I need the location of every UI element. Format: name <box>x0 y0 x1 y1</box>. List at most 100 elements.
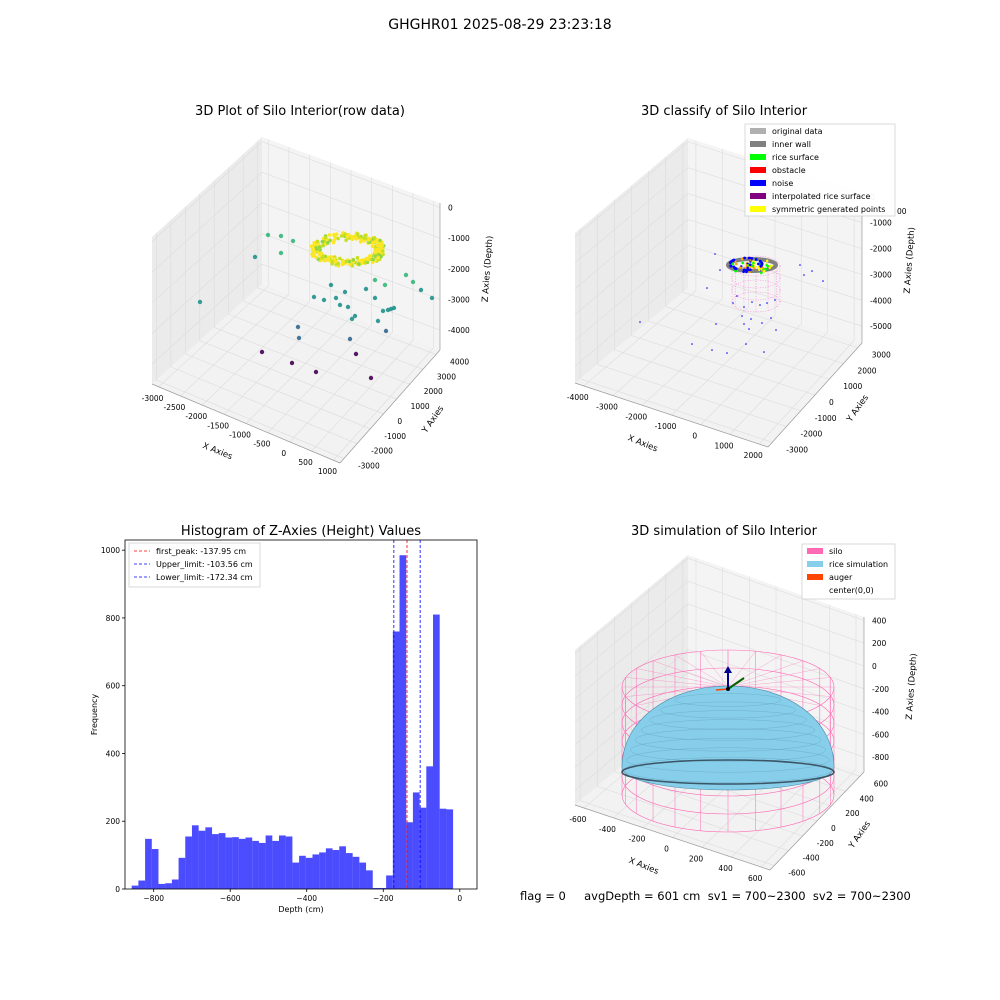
plot1-point <box>328 282 334 288</box>
plot2-surface-point <box>764 267 767 271</box>
plot2-z-tick-label: -2000 <box>870 245 892 254</box>
plot4-title: 3D simulation of Silo Interior <box>631 524 817 539</box>
plot4-x-tick-label: -400 <box>599 825 616 834</box>
histogram-bar <box>238 838 246 889</box>
plot2-z-tick-label: -5000 <box>870 322 892 331</box>
plot2-surface-point <box>734 262 738 266</box>
histogram-bar <box>433 614 440 889</box>
plot2-noise-point <box>745 343 747 345</box>
plot1-point <box>381 249 385 253</box>
plot2-noise-point <box>743 306 745 308</box>
histogram-bar <box>232 837 239 889</box>
plot1-point <box>355 255 360 260</box>
plot2-y-tick-label: 3000 <box>872 351 891 360</box>
plot2-grid-y <box>580 378 773 443</box>
plot4-legend-swatch <box>807 548 823 554</box>
plot1-point <box>311 248 316 252</box>
plot1-point <box>320 244 325 248</box>
plot4-legend-swatch <box>807 561 823 567</box>
plot2-y-tick-label: 1000 <box>843 382 862 391</box>
histogram-y-tick-label: 0 <box>115 885 120 894</box>
plot1-grid-z <box>151 171 441 273</box>
plot1-point <box>352 313 358 319</box>
plot4-rice-mesh <box>641 719 815 741</box>
plot2-surface-point <box>748 265 752 268</box>
plot1-y-tick-label: 2000 <box>424 387 443 396</box>
plot4-y-tick-label: 0 <box>831 824 836 833</box>
plot4-grid-y <box>597 786 789 851</box>
plot4-z-tick-label: 400 <box>872 616 887 625</box>
plot1-point <box>383 328 389 334</box>
plot1-point <box>296 335 302 341</box>
plot2-interp-ring <box>731 279 781 301</box>
plot1-point <box>418 287 424 293</box>
plot4-center-y-arrow <box>727 677 745 690</box>
plot1-x-axis-label: X Axies <box>201 441 234 462</box>
histogram-bar <box>171 879 179 889</box>
plot2-surface-point <box>748 263 752 267</box>
plot2-title: 3D classify of Silo Interior <box>640 104 808 119</box>
plot2-y-tick-label: 0 <box>829 398 834 407</box>
plot2-noise-point <box>760 262 764 265</box>
plot1-point <box>391 305 397 311</box>
plot4-y-tick-label: 600 <box>874 779 889 788</box>
plot1-point <box>375 318 381 324</box>
plot2-noise-point <box>706 287 708 289</box>
plot1-point <box>368 375 374 381</box>
plot1-point <box>380 308 386 314</box>
plot1-point <box>327 233 332 237</box>
plot1-point <box>372 295 378 301</box>
plot2-y-axis-line <box>767 342 863 448</box>
plot1-point <box>290 238 296 244</box>
plot2-noise-point <box>811 270 813 272</box>
plot1-point <box>344 238 348 242</box>
histogram-bar <box>339 846 346 889</box>
histogram-bar <box>366 870 373 889</box>
plot2-noise-point <box>726 352 728 354</box>
plot1-grid-y <box>257 287 437 355</box>
plot2-noise-point <box>747 256 751 260</box>
plot2-legend-box <box>744 123 896 217</box>
plot4-grid-z <box>574 626 865 723</box>
plot1-point <box>355 232 360 236</box>
plot4-y-tick-label: -400 <box>803 854 820 863</box>
histogram-legend-label: Lower_limit: -172.34 cm <box>156 573 253 582</box>
plot1-y-tick-label: 1000 <box>411 402 430 411</box>
plot4-legend-swatch <box>807 574 823 580</box>
plot4-rice-mesh <box>634 728 822 752</box>
plot2-noise-point <box>751 301 753 303</box>
plot1-point <box>410 279 416 285</box>
plot2-noise-point <box>741 315 743 317</box>
plot2-noise-point <box>729 264 733 268</box>
plot2-noise-point <box>761 322 763 324</box>
plot1-grid-y <box>185 353 371 430</box>
plot4-silo-spoke <box>636 668 729 688</box>
plot2-legend-swatch <box>750 141 766 147</box>
plot1-point <box>357 262 361 266</box>
plot1-x-tick-label: -2000 <box>185 412 207 421</box>
plot1-grid-z <box>151 233 441 334</box>
plot1-title: 3D Plot of Silo Interior(row data) <box>195 104 405 119</box>
plot1-point <box>278 250 284 256</box>
histogram-bar <box>205 827 213 889</box>
plot2-noise-point <box>750 257 754 260</box>
histogram-bar <box>359 862 367 889</box>
plot1-point <box>295 324 301 330</box>
plot2-noise-point <box>822 280 824 282</box>
plot4-rice-surface <box>621 685 835 791</box>
histogram-bar <box>258 842 266 889</box>
plot1-point <box>342 289 348 295</box>
plot2-legend-label: original data <box>772 127 823 136</box>
plot2-grid-y <box>631 335 816 396</box>
histogram-bar <box>372 887 380 889</box>
plot1-point <box>314 247 319 251</box>
plot1-point <box>312 241 317 245</box>
plot2-grid-y <box>648 320 830 380</box>
histogram-frame <box>124 539 478 890</box>
plot1-point <box>265 232 271 238</box>
plot2-noise-point <box>754 258 758 261</box>
plot1-y-tick-label: -1000 <box>384 432 406 441</box>
plot1-point <box>372 236 377 240</box>
plot2-noise-point <box>770 317 772 319</box>
plot4-grid-z <box>574 603 865 700</box>
